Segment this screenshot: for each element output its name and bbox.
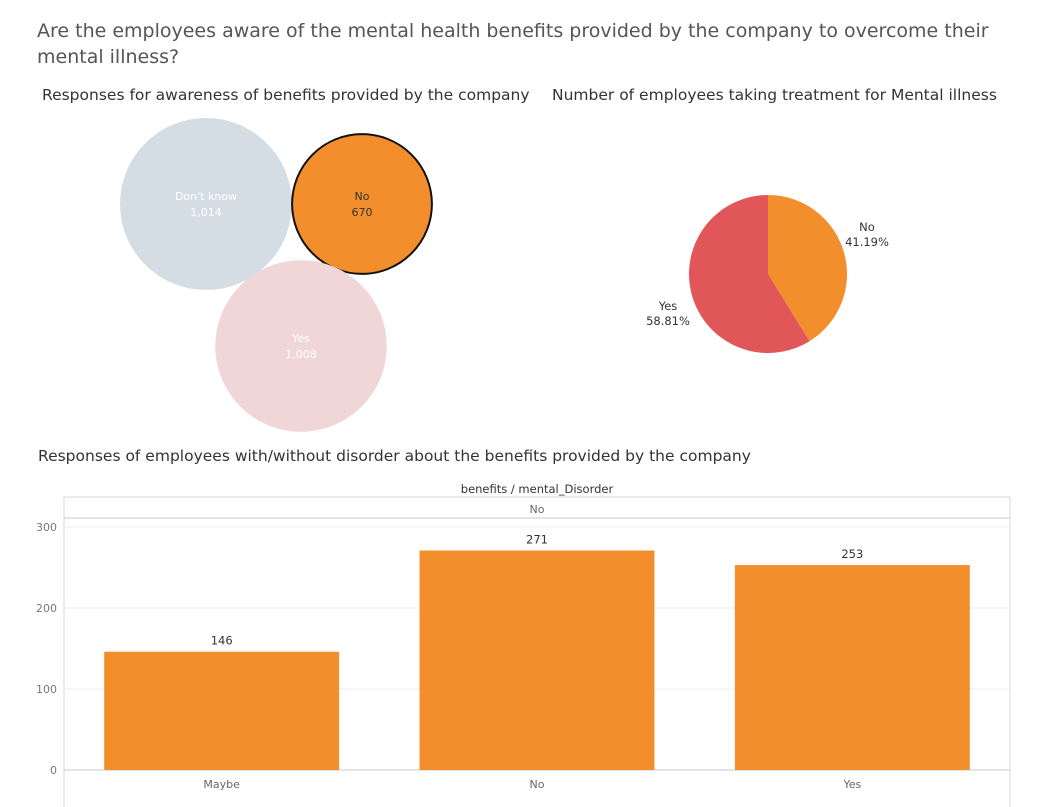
bubble-yes bbox=[215, 260, 387, 432]
bar-yes bbox=[734, 565, 970, 770]
bar-xtick-maybe: Maybe bbox=[203, 778, 240, 791]
bubble-value-don-t-know: 1,014 bbox=[190, 206, 222, 219]
pie-slice-no bbox=[768, 195, 847, 342]
bubble-label-no: No bbox=[355, 190, 370, 203]
bubble-no bbox=[291, 133, 433, 275]
bar-value-maybe: 146 bbox=[211, 634, 233, 648]
bar-xtick-no: No bbox=[530, 778, 545, 791]
pie-slice-yes bbox=[688, 195, 810, 353]
bar-value-yes: 253 bbox=[841, 547, 863, 561]
bar-no bbox=[419, 550, 655, 770]
bar-ytick-300: 300 bbox=[36, 521, 57, 534]
bar-ytick-0: 0 bbox=[50, 764, 57, 777]
pie-value-no: 41.19% bbox=[845, 235, 889, 249]
page-title: Are the employees aware of the mental he… bbox=[37, 20, 989, 68]
bar-chart-title: Responses of employees with/without diso… bbox=[38, 447, 751, 465]
bar-xtick-yes: Yes bbox=[842, 778, 861, 791]
pie-value-yes: 58.81% bbox=[646, 314, 690, 328]
pie-label-yes: Yes bbox=[658, 299, 678, 313]
bar-ytick-100: 100 bbox=[36, 683, 57, 696]
bar-panel-label: No bbox=[530, 503, 545, 516]
bar-value-no: 271 bbox=[526, 532, 548, 546]
bubble-chart-title: Responses for awareness of benefits prov… bbox=[42, 86, 530, 104]
bar-header: benefits / mental_Disorder bbox=[461, 482, 614, 496]
bar-ytick-200: 200 bbox=[36, 602, 57, 615]
bubble-don-t-know bbox=[120, 118, 292, 290]
bubble-label-don-t-know: Don't know bbox=[175, 190, 237, 203]
bubble-value-yes: 1,008 bbox=[285, 348, 317, 361]
bar-maybe bbox=[104, 651, 340, 770]
pie-label-no: No bbox=[859, 220, 875, 234]
bubble-label-yes: Yes bbox=[291, 332, 310, 345]
pie-chart-title: Number of employees taking treatment for… bbox=[552, 86, 997, 104]
bubble-value-no: 670 bbox=[352, 206, 373, 219]
